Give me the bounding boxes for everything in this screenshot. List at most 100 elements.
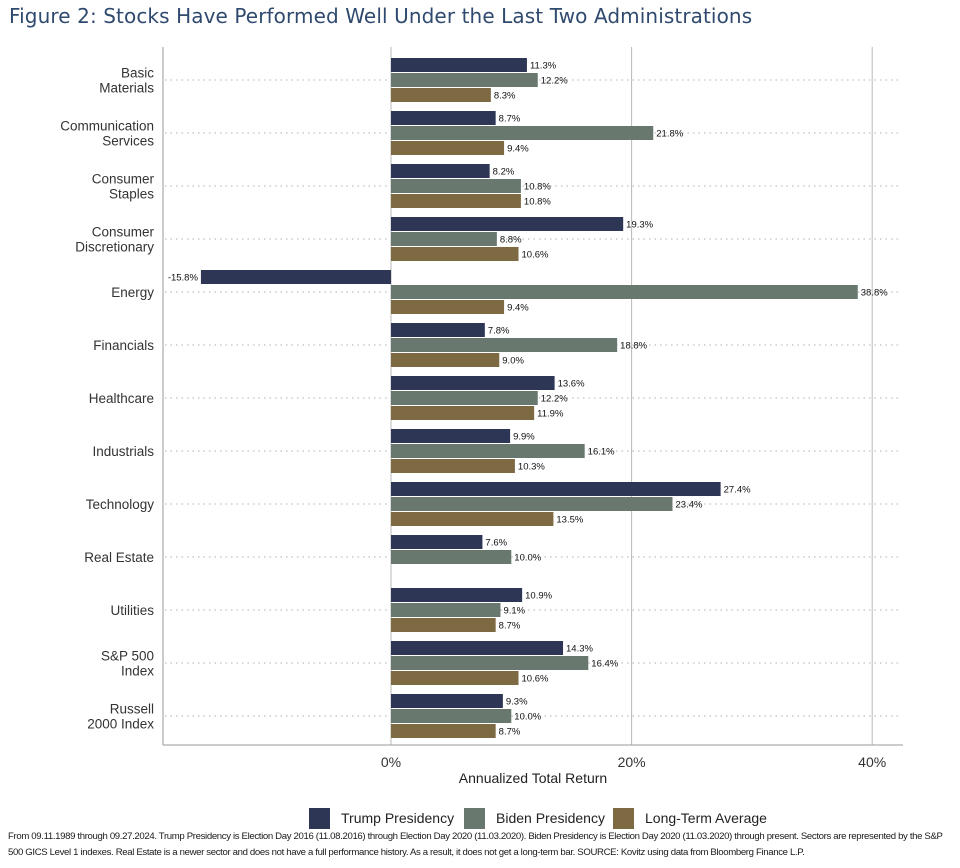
category-label-energy: Energy xyxy=(111,285,154,300)
bar-trump-presidency-real-estate xyxy=(391,535,483,549)
data-label-trump-presidency-russell-2000-index: 9.3% xyxy=(506,697,528,708)
data-label-biden-presidency-healthcare: 12.2% xyxy=(541,394,568,405)
data-label-long-term-average-utilities: 8.7% xyxy=(499,621,521,632)
data-label-long-term-average-consumer-discretionary: 10.6% xyxy=(522,250,549,261)
data-label-biden-presidency-energy: 38.8% xyxy=(861,288,888,299)
legend-label: Trump Presidency xyxy=(341,810,455,826)
figure-title: Figure 2: Stocks Have Performed Well Und… xyxy=(9,4,753,28)
bar-biden-presidency-communication-services xyxy=(391,126,654,140)
bar-trump-presidency-utilities xyxy=(391,588,523,602)
bar-biden-presidency-technology xyxy=(391,497,673,511)
bar-long-term-average-utilities xyxy=(391,618,496,632)
legend-swatch xyxy=(464,807,485,829)
bar-long-term-average-basic-materials xyxy=(391,88,491,102)
bar-trump-presidency-communication-services xyxy=(391,111,496,125)
bar-long-term-average-consumer-staples xyxy=(391,194,521,208)
data-label-trump-presidency-utilities: 10.9% xyxy=(525,591,552,602)
data-label-biden-presidency-technology: 23.4% xyxy=(676,500,703,511)
data-label-biden-presidency-consumer-discretionary: 8.8% xyxy=(500,235,522,246)
data-label-trump-presidency-financials: 7.8% xyxy=(488,326,510,337)
data-label-trump-presidency-consumer-staples: 8.2% xyxy=(493,167,515,178)
category-label-russell-2000-index: 2000 Index xyxy=(87,717,154,732)
data-label-biden-presidency-industrials: 16.1% xyxy=(588,447,615,458)
category-label-financials: Financials xyxy=(93,338,154,353)
bar-long-term-average-industrials xyxy=(391,459,515,473)
legend-swatch xyxy=(613,807,634,829)
data-label-trump-presidency-healthcare: 13.6% xyxy=(558,379,585,390)
bar-trump-presidency-energy xyxy=(200,270,391,284)
data-label-trump-presidency-real-estate: 7.6% xyxy=(485,538,507,549)
data-label-biden-presidency-sandp-500-index: 16.4% xyxy=(591,659,618,670)
data-label-biden-presidency-real-estate: 10.0% xyxy=(514,553,541,564)
bar-trump-presidency-consumer-staples xyxy=(391,164,490,178)
data-label-long-term-average-russell-2000-index: 8.7% xyxy=(499,727,521,738)
data-label-trump-presidency-energy: -15.8% xyxy=(168,273,199,284)
legend-item-biden-presidency: Biden Presidency xyxy=(464,806,605,830)
legend-swatch xyxy=(309,807,330,829)
category-label-communication-services: Communication xyxy=(60,119,154,134)
category-label-communication-services: Services xyxy=(102,134,154,149)
bar-biden-presidency-healthcare xyxy=(391,391,538,405)
x-tick-label: 0% xyxy=(381,754,401,770)
data-label-biden-presidency-utilities: 9.1% xyxy=(503,606,525,617)
category-label-consumer-discretionary: Consumer xyxy=(92,225,155,240)
data-label-long-term-average-industrials: 10.3% xyxy=(518,462,545,473)
data-label-trump-presidency-consumer-discretionary: 19.3% xyxy=(626,220,653,231)
bar-long-term-average-technology xyxy=(391,512,554,526)
bar-biden-presidency-sandp-500-index xyxy=(391,656,589,670)
bar-long-term-average-consumer-discretionary xyxy=(391,247,519,261)
bar-trump-presidency-industrials xyxy=(391,429,511,443)
category-label-russell-2000-index: Russell xyxy=(110,702,154,717)
bar-biden-presidency-basic-materials xyxy=(391,73,538,87)
data-label-biden-presidency-consumer-staples: 10.8% xyxy=(524,182,551,193)
x-tick-label: 20% xyxy=(618,754,646,770)
bar-long-term-average-healthcare xyxy=(391,406,535,420)
bar-biden-presidency-utilities xyxy=(391,603,501,617)
bar-chart: 0% 20% 40% Annualized Total Return BasicMate… xyxy=(60,47,903,786)
bar-biden-presidency-real-estate xyxy=(391,550,512,564)
category-label-consumer-discretionary: Discretionary xyxy=(75,240,154,255)
data-label-biden-presidency-communication-services: 21.8% xyxy=(656,129,683,140)
bar-biden-presidency-consumer-discretionary xyxy=(391,232,497,246)
category-label-technology: Technology xyxy=(86,497,155,512)
data-label-trump-presidency-sandp-500-index: 14.3% xyxy=(566,644,593,655)
bar-biden-presidency-financials xyxy=(391,338,618,352)
bar-long-term-average-financials xyxy=(391,353,500,367)
bar-long-term-average-communication-services xyxy=(391,141,505,155)
category-label-healthcare: Healthcare xyxy=(89,391,154,406)
category-label-basic-materials: Basic xyxy=(121,66,154,81)
legend-label: Long-Term Average xyxy=(645,810,767,826)
category-label-consumer-staples: Consumer xyxy=(92,172,155,187)
data-label-biden-presidency-basic-materials: 12.2% xyxy=(541,76,568,87)
legend: Trump Presidency Biden Presidency Long-Ter… xyxy=(0,806,960,830)
data-label-long-term-average-basic-materials: 8.3% xyxy=(494,91,516,102)
bar-trump-presidency-russell-2000-index xyxy=(391,694,503,708)
legend-label: Biden Presidency xyxy=(496,810,605,826)
footnote: From 09.11.1989 through 09.27.2024. Trum… xyxy=(8,831,943,858)
data-label-trump-presidency-basic-materials: 11.3% xyxy=(530,61,557,72)
category-label-real-estate: Real Estate xyxy=(84,550,154,565)
bar-biden-presidency-energy xyxy=(391,285,858,299)
bar-long-term-average-russell-2000-index xyxy=(391,724,496,738)
bar-trump-presidency-healthcare xyxy=(391,376,555,390)
bar-long-term-average-sandp-500-index xyxy=(391,671,519,685)
x-axis-label: Annualized Total Return xyxy=(459,770,607,786)
category-label-basic-materials: Materials xyxy=(99,81,154,96)
data-label-long-term-average-sandp-500-index: 10.6% xyxy=(522,674,549,685)
data-label-long-term-average-energy: 9.4% xyxy=(507,303,529,314)
data-label-trump-presidency-industrials: 9.9% xyxy=(513,432,535,443)
data-label-long-term-average-technology: 13.5% xyxy=(556,515,583,526)
bar-long-term-average-energy xyxy=(391,300,505,314)
legend-item-trump-presidency: Trump Presidency xyxy=(309,806,454,830)
category-label-sandp-500-index: S&P 500 xyxy=(101,649,154,664)
category-label-industrials: Industrials xyxy=(92,444,154,459)
bar-biden-presidency-russell-2000-index xyxy=(391,709,512,723)
bar-trump-presidency-consumer-discretionary xyxy=(391,217,624,231)
data-label-biden-presidency-russell-2000-index: 10.0% xyxy=(514,712,541,723)
x-tick-label: 40% xyxy=(858,754,886,770)
bar-trump-presidency-basic-materials xyxy=(391,58,527,72)
category-label-sandp-500-index: Index xyxy=(121,664,154,679)
data-label-long-term-average-healthcare: 11.9% xyxy=(537,409,564,420)
data-label-long-term-average-financials: 9.0% xyxy=(502,356,524,367)
category-label-utilities: Utilities xyxy=(110,603,154,618)
